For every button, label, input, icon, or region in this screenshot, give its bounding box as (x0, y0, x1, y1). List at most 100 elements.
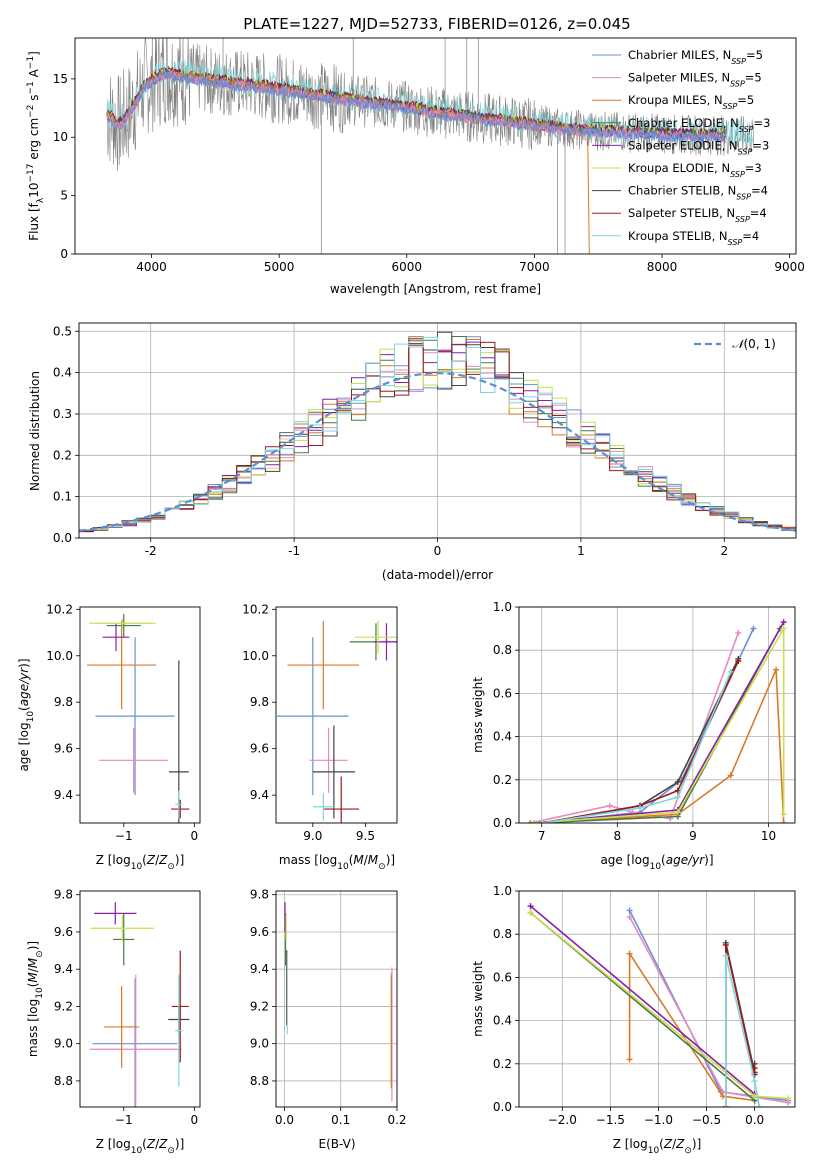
label-segment: )] (386, 853, 395, 867)
label-segment: )] (175, 1137, 184, 1151)
weight-marker (626, 950, 633, 957)
weight-marker (773, 666, 780, 673)
legend-text: Chabrier ELODIE, N (628, 116, 739, 130)
weight-marker (756, 1104, 763, 1107)
legend-text: =3 (745, 161, 762, 175)
y-tick-label: 10 (53, 130, 68, 144)
y-tick-label: 0.8 (493, 927, 512, 941)
weight-marker (606, 802, 613, 809)
y-tick-label: 9.8 (54, 695, 73, 709)
label-segment: Z [log (96, 853, 131, 867)
label-segment: ⊙ (35, 950, 45, 958)
weight-marker (626, 913, 633, 920)
weight-series-3 (534, 628, 781, 823)
label-segment: M (26, 972, 40, 983)
x-tick-label: -1 (288, 544, 300, 558)
y-tick-label: 9.8 (250, 695, 269, 709)
x-tick-label: 5000 (264, 260, 295, 274)
y-tick-label: 0.4 (493, 730, 512, 744)
label-segment: 10 (27, 183, 41, 198)
model-fit-0 (106, 71, 726, 144)
figure-title: PLATE=1227, MJD=52733, FIBERID=0126, z=0… (243, 15, 630, 33)
x-tick-label: 10 (761, 829, 776, 843)
legend-text: SSP (731, 57, 746, 66)
label-segment: Z [log (613, 1137, 648, 1151)
y-tick-label: 9.0 (54, 1037, 73, 1051)
y-tick-label: 15 (53, 72, 68, 86)
label-segment: / (672, 1137, 677, 1151)
legend-text: =3 (754, 116, 771, 130)
weight-marker (722, 942, 729, 948)
weight-marker (780, 811, 787, 818)
massweight_vs_Z-marks (527, 903, 792, 1107)
weight-marker (527, 909, 534, 916)
y-tick-label: 9.4 (54, 962, 73, 976)
weight-marker (636, 804, 643, 811)
y-tick-label: 9.6 (250, 925, 269, 939)
weight-series-5 (534, 625, 785, 823)
legend-text: =5 (737, 93, 754, 107)
label-segment: / (364, 853, 369, 867)
x-tick-label: 2 (720, 544, 728, 558)
label-segment: ( (17, 706, 31, 711)
legend-text: Kroupa ELODIE, N (628, 161, 730, 175)
label-segment: mass [log (279, 853, 337, 867)
x-tick-label: 8000 (647, 260, 678, 274)
y-tick-label: 9.6 (54, 925, 73, 939)
label-segment: Flux [f (27, 202, 41, 240)
label-segment: erg cm (27, 118, 41, 164)
label-segment: age [log (600, 853, 649, 867)
legend-text: SSP (735, 215, 750, 224)
label-segment: / (155, 853, 160, 867)
x-tick-label: −1.0 (644, 1113, 673, 1127)
spectrum-marks (106, 38, 755, 254)
label-segment: ( (142, 853, 147, 867)
weight-series-2 (628, 950, 755, 1102)
label-segment: 𝒩 (732, 337, 747, 351)
x-tick-label: 0.0 (745, 1113, 764, 1127)
y-tick-label: 10.2 (46, 602, 73, 616)
label-segment: −17 (26, 164, 36, 183)
axes-frame (275, 606, 398, 824)
label-segment: 10 (26, 711, 36, 723)
axes-frame (74, 37, 797, 255)
label-segment: 10 (337, 862, 349, 872)
weight-marker (751, 1065, 758, 1072)
label-segment: Z (158, 1137, 168, 1151)
legend-text: Salpeter ELODIE, N (628, 138, 738, 152)
label-segment: λ (36, 197, 46, 203)
y-tick-label: 0.5 (53, 324, 72, 338)
x-tick-label: 7 (538, 829, 546, 843)
age_vs_mass-marks (277, 620, 397, 823)
y-tick-label: 10.0 (242, 649, 269, 663)
x-axis-label: (data-model)/error (382, 568, 493, 582)
label-segment: age/yr (17, 667, 31, 706)
y-axis-label: age [log10(age/yr)] (17, 658, 36, 771)
x-tick-label: 0 (191, 1113, 199, 1127)
label-segment: 10 (131, 862, 143, 872)
label-segment: Z [log (96, 1137, 131, 1151)
x-tick-label: 9 (689, 829, 697, 843)
label-segment: )] (704, 853, 713, 867)
label-segment: ( (659, 1137, 664, 1151)
legend-label-2: Kroupa MILES, NSSP=5 (628, 93, 754, 111)
x-tick-label: −1.5 (596, 1113, 625, 1127)
label-segment: ( (661, 853, 666, 867)
x-tick-label: 9000 (774, 260, 805, 274)
x-tick-label: −0.5 (692, 1113, 721, 1127)
label-segment: M (353, 853, 364, 867)
y-tick-label: 0.8 (493, 643, 512, 657)
x-tick-label: 0 (191, 829, 199, 843)
weight-marker (735, 658, 742, 664)
label-segment: A (27, 68, 41, 81)
label-segment: )] (175, 853, 184, 867)
legend-text: Salpeter MILES, N (628, 71, 730, 85)
weight-series-4 (529, 905, 756, 1095)
age_vs_mass-axes: 9.0 9.5 9.4 9.6 9.8 10.0 10.2 (242, 602, 398, 843)
label-segment: ⊙ (167, 862, 175, 872)
axes-frame (79, 606, 201, 824)
x-axis-label: mass [log10(M/M⊙)] (279, 853, 395, 872)
y-tick-label: 0.6 (493, 970, 512, 984)
weight-marker (674, 809, 681, 816)
